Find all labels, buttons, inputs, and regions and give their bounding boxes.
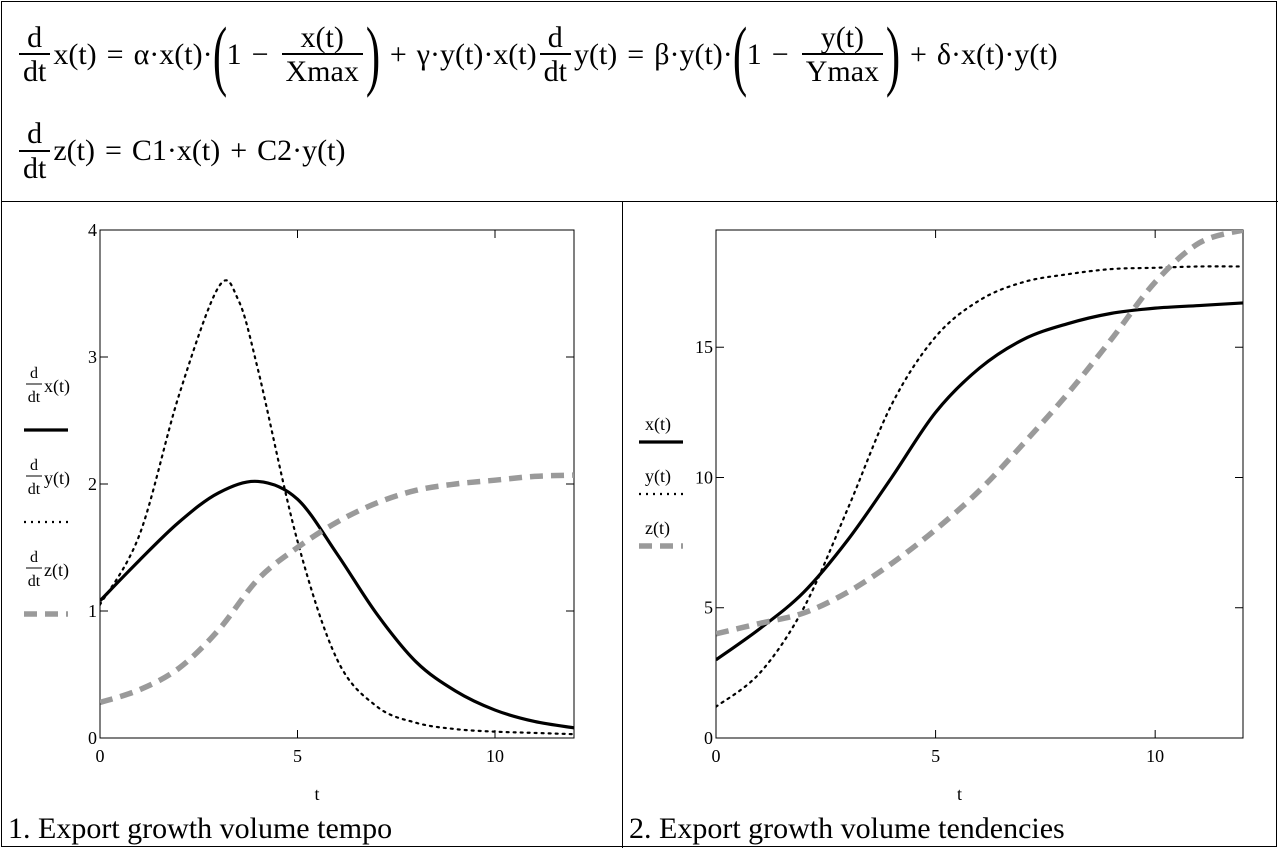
eq3-d: d [27,117,43,150]
y-tick-label: 10 [695,467,713,487]
series-line-solid [716,301,1243,662]
legend-function: y(t) [44,468,70,489]
eq2-lhs-function: y(t) [573,38,618,71]
eq1-right-paren: ) [365,11,380,98]
legend-dt: dt [28,573,41,590]
eq2-frac-num: y(t) [820,20,865,54]
eq3-dt: dt [19,149,51,185]
plot-frame [715,229,1244,739]
chart-caption-tendencies: 2. Export growth volume tendencies [629,812,1065,845]
eq3-lhs-function: z(t) [53,134,95,168]
x-tick-label: 10 [486,746,504,766]
eq2-dt: dt [539,53,571,88]
eq3-derivative-operator: d dt [19,117,51,185]
x-tick-label: 0 [712,746,721,766]
eq2-fraction: y(t) Ymax [801,20,884,88]
series-line-dotted [716,265,1243,708]
eq2-minus: − [771,38,789,71]
y-tick-label: 0 [704,728,713,748]
legend-function: x(t) [645,414,671,435]
legend-d: d [30,457,38,474]
eq1-fraction: x(t) Xmax [281,20,363,88]
series-line-dashed [716,230,1243,637]
series-line-dotted [100,279,574,736]
eq2-equals: = [627,38,645,71]
legend-function: x(t) [44,376,70,397]
eq2-one: 1 [746,38,762,71]
equation-row-1: d dt x(t) = α·x(t)· ( 1 − x(t) Xmax ) + … [16,16,1058,94]
eq1-derivative-operator: d dt [19,20,51,88]
eq3-plus: + [230,134,248,168]
y-tick-label: 0 [88,728,97,748]
legend-dt: dt [28,389,41,406]
chart-tendencies: 0 5 10 0 5 10 15 t x(t) y(t) z(t) [639,229,1244,802]
x-tick-label: 5 [931,746,940,766]
chart-caption-tempo: 1. Export growth volume tempo [8,812,393,845]
eq1-lhs-function: x(t) [53,38,97,71]
panel-divider [622,202,623,848]
eq3-term2: C2·y(t) [257,134,346,168]
eq2-right-paren: ) [885,11,901,98]
eq1-term2: γ·y(t)·x(t) [416,38,537,71]
legend-entry-dashed: d dtz(t) [24,549,69,617]
equation-area: d dt x(t) = α·x(t)· ( 1 − x(t) Xmax ) + … [2,2,1278,202]
chart-panel-tempo: 0 5 10 0 1 2 3 4 t d dt x(t) d dt y(t) d dt z(t) 1. Expor… [2,202,622,848]
legend-entry-dashed: z(t) [639,518,683,549]
legend-function: z(t) [645,518,670,539]
series-line-solid [100,479,574,730]
y-tick-label: 15 [695,337,713,357]
legend-entry-solid: d dtx(t) [24,365,70,432]
x-axis-label: t [314,784,319,802]
y-tick-label: 2 [88,474,97,494]
legend-entry-dotted: d dty(t) [24,457,70,524]
y-tick-label: 3 [88,347,97,367]
eq2-derivative-operator: d dt [539,20,571,88]
eq1-one: 1 [226,38,242,71]
legend-entry-dotted: y(t) [639,466,683,496]
eq1-frac-num: x(t) [300,20,344,54]
eq3-equals: = [104,134,122,168]
x-tick-label: 5 [293,746,302,766]
eq3-term1: C1·x(t) [131,134,221,168]
eq2-term2: δ·x(t)·y(t) [936,38,1058,71]
eq1-minus: − [251,38,269,71]
chart-panel-tendencies: 0 5 10 0 5 10 15 t x(t) y(t) z(t) 2. Export growth… [623,202,1278,848]
eq1-plus: + [389,38,407,71]
eq2-left-paren: ( [732,11,747,98]
series-line-dashed [100,472,574,706]
plot-frame [99,229,575,739]
legend-function: z(t) [44,560,69,581]
y-tick-label: 1 [88,601,97,621]
eq2-d: d [547,20,563,54]
x-tick-label: 10 [1146,746,1164,766]
legend-d: d [30,365,38,382]
eq1-frac-den: Xmax [281,53,363,88]
x-axis-label: t [957,784,962,802]
equation-row-2: d dt z(t) = C1·x(t) + C2·y(t) [16,118,345,185]
eq2-plus: + [910,38,927,71]
eq1-left-paren: ( [212,11,227,98]
eq2-term1: β·y(t)· [654,38,733,71]
legend-function: y(t) [645,466,671,487]
x-tick-label: 0 [96,746,105,766]
y-tick-label: 4 [88,220,97,240]
legend-dt: dt [28,481,41,498]
eq1-dt: dt [19,53,51,88]
eq1-d: d [27,20,43,54]
y-tick-label: 5 [704,598,713,618]
legend-d: d [30,549,38,566]
eq1-equals: = [106,38,124,71]
eq1-term1: α·x(t)· [133,38,213,71]
legend-entry-solid: x(t) [639,414,683,444]
eq2-frac-den: Ymax [801,53,884,88]
